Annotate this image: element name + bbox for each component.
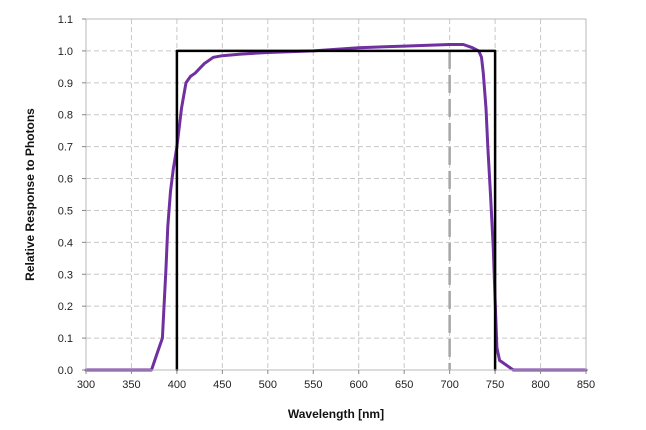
- x-tick-label: 800: [531, 379, 549, 391]
- y-tick-label: 0.4: [58, 237, 73, 249]
- y-tick-label: 0.8: [58, 110, 73, 122]
- y-tick-label: 0.0: [58, 365, 73, 377]
- y-tick-label: 1.0: [58, 46, 73, 58]
- x-axis-title: Wavelength [nm]: [288, 407, 384, 421]
- x-tick-label: 700: [440, 379, 458, 391]
- x-axis: 300 350 400 450 500 550 600 650 700 750 800 850: [77, 370, 595, 391]
- y-tick-label: 0.9: [58, 78, 73, 90]
- plot-area-border: [85, 18, 587, 371]
- y-axis-title: Relative Response to Photons: [23, 108, 37, 281]
- x-tick-label: 300: [77, 379, 95, 391]
- y-tick-label: 0.1: [58, 333, 73, 345]
- x-tick-label: 750: [486, 379, 504, 391]
- y-axis: 0.0 0.1 0.2 0.3 0.4 0.5 0.6 0.7 0.8 0.9 1.0 1.1: [58, 14, 86, 377]
- x-tick-label: 850: [577, 379, 595, 391]
- x-tick-label: 350: [122, 379, 140, 391]
- ideal-bandpass-line: [175, 49, 497, 372]
- x-tick-label: 600: [350, 379, 368, 391]
- x-tick-label: 650: [395, 379, 413, 391]
- y-tick-label: 0.5: [58, 205, 73, 217]
- y-tick-label: 0.2: [58, 301, 73, 313]
- y-tick-label: 0.6: [58, 174, 73, 186]
- x-tick-label: 500: [259, 379, 277, 391]
- y-tick-label: 0.7: [58, 142, 73, 154]
- y-tick-label: 1.1: [58, 14, 73, 26]
- y-tick-label: 0.3: [58, 269, 73, 281]
- x-tick-label: 550: [304, 379, 322, 391]
- x-tick-label: 450: [213, 379, 231, 391]
- x-tick-label: 400: [168, 379, 186, 391]
- series-layer: [84, 43, 588, 372]
